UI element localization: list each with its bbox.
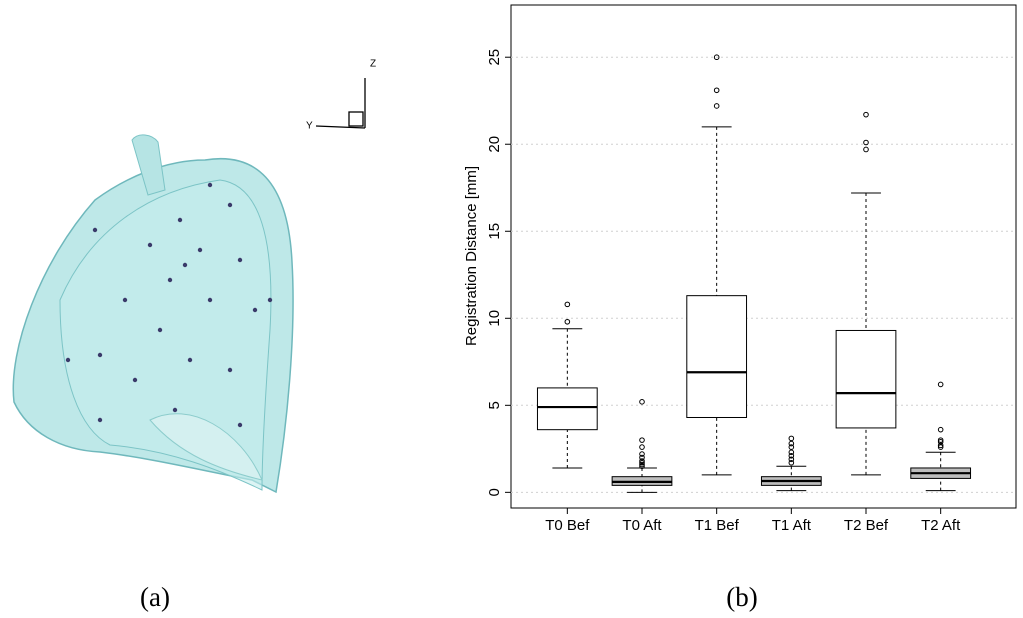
y-tick-label: 20 [486, 136, 503, 153]
outlier [788, 435, 795, 442]
x-tick-label: T1 Bef [695, 517, 740, 534]
box [686, 295, 748, 418]
outlier [639, 451, 645, 457]
y-tick-label: 25 [486, 49, 503, 66]
outlier [713, 87, 720, 94]
x-tick-label: T1 Aft [772, 517, 812, 534]
outlier [639, 461, 645, 468]
x-tick-label: T0 Bef [545, 517, 590, 534]
outlier [788, 440, 795, 447]
triad-label: Z [370, 59, 376, 70]
outlier [863, 111, 869, 118]
axis-triad [315, 78, 366, 129]
outlier [639, 437, 645, 443]
y-tick-label: 5 [486, 401, 503, 409]
x-tick-label: T0 Aft [622, 517, 662, 534]
outlier [937, 444, 944, 450]
outlier [937, 437, 944, 443]
outlier [713, 54, 720, 61]
outlier [639, 459, 645, 466]
outlier [788, 452, 795, 459]
y-tick-label: 0 [486, 488, 503, 496]
outlier [937, 426, 944, 433]
outlier [788, 444, 795, 450]
outlier [713, 103, 720, 109]
y-tick-label: 15 [486, 223, 503, 240]
x-tick-label: T2 Bef [844, 517, 889, 534]
lung-render: Y Z [12, 59, 376, 494]
triad-label: Y [306, 121, 313, 132]
caption: (b) [726, 582, 757, 612]
outlier [863, 146, 869, 153]
outlier [937, 439, 944, 445]
trachea [131, 134, 166, 196]
box [536, 387, 598, 431]
outlier [639, 458, 645, 464]
outlier [788, 449, 795, 456]
caption: (a) [140, 582, 170, 612]
outlier [639, 454, 645, 461]
outlier [639, 463, 645, 470]
x-tick-label: T2 Aft [921, 517, 961, 534]
outlier [937, 442, 944, 449]
plot-frame [510, 4, 1017, 509]
outlier [937, 381, 944, 388]
y-axis-label: Registration Distance [mm] [463, 166, 480, 346]
lung-lobe [59, 179, 272, 491]
y-tick-label: 10 [486, 310, 503, 327]
outlier [788, 456, 795, 463]
outlier [639, 399, 645, 405]
landmarks [65, 182, 273, 428]
outlier [564, 301, 571, 308]
diaphragm [149, 413, 263, 481]
outlier [564, 318, 571, 325]
box [835, 329, 897, 429]
outlier [863, 139, 869, 146]
outlier [788, 459, 795, 466]
outlier [639, 444, 645, 450]
